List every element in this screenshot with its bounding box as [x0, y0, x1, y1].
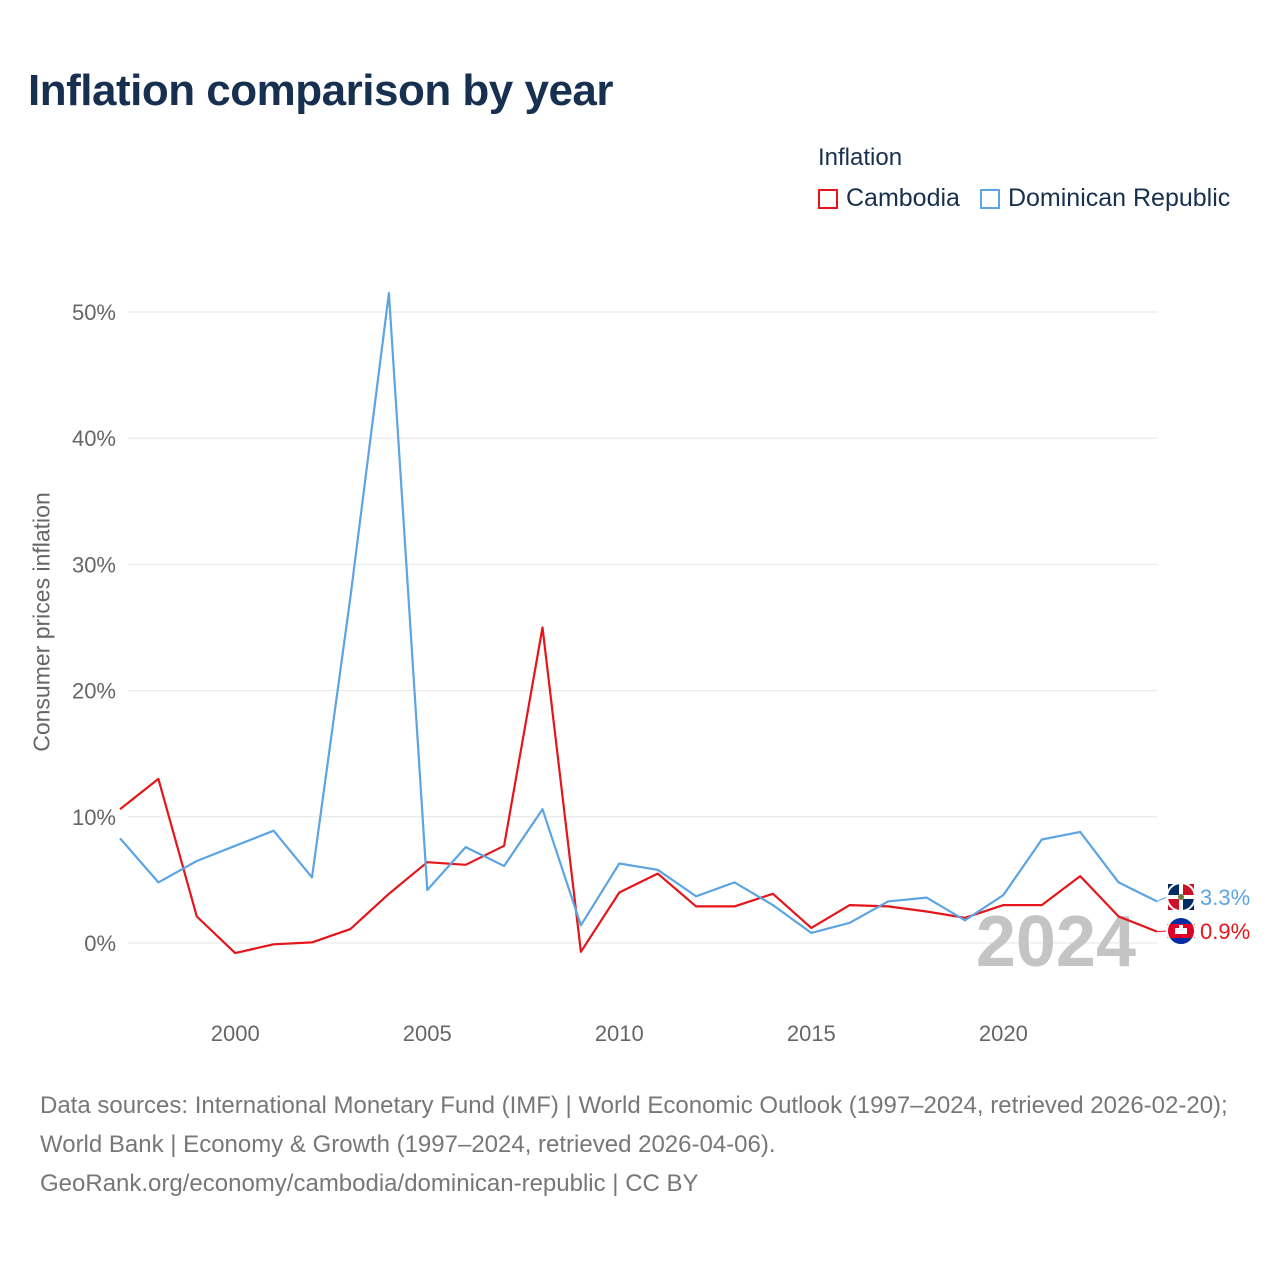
flag-q1 — [1168, 884, 1179, 895]
sources-text: Data sources: International Monetary Fun… — [40, 1092, 1228, 1158]
flag-q3 — [1168, 899, 1179, 910]
current-year-label: 2024 — [976, 902, 1136, 982]
legend-label-dominican-republic: Dominican Republic — [1007, 184, 1231, 212]
y-tick-label: 30% — [72, 552, 116, 577]
legend-label-cambodia: Cambodia — [846, 184, 960, 212]
flag-temple-tower — [1179, 925, 1183, 929]
y-tick-label: 20% — [72, 679, 116, 704]
x-tick-label: 2015 — [787, 1021, 836, 1046]
inflation-chart: 0% 10% 20% 30% 40% 50% 2000 2005 2010 2015 2020 202… — [72, 292, 1250, 1046]
end-connector-cambodia — [1156, 930, 1168, 933]
legend-item-cambodia[interactable]: Cambodia — [818, 184, 960, 213]
flag-ring — [1166, 916, 1196, 946]
y-tick-label: 10% — [72, 805, 116, 830]
flag-q2 — [1183, 884, 1194, 895]
legend-item-dominican-republic[interactable]: Dominican Republic — [979, 184, 1231, 213]
y-tick-label: 50% — [72, 300, 116, 325]
flag-icon-dominican-republic — [1166, 882, 1196, 912]
flag-icon-cambodia — [1166, 916, 1196, 946]
sources-link[interactable]: GeoRank.org/economy/cambodia/dominican-r… — [40, 1170, 699, 1197]
series-line-dominican-republic — [119, 292, 1158, 935]
x-tick-label: 2005 — [403, 1021, 452, 1046]
flag-q4 — [1183, 899, 1194, 910]
x-tick-label: 2010 — [595, 1021, 644, 1046]
flag-temple — [1175, 928, 1187, 934]
legend-title: Inflation — [818, 144, 903, 171]
x-tick-label: 2000 — [211, 1021, 260, 1046]
legend: Inflation Cambodia Dominican Republic — [818, 144, 1230, 213]
chart-title: Inflation comparison by year — [28, 66, 614, 115]
end-connector-dominican-republic — [1156, 896, 1168, 902]
end-value-label-cambodia: 0.9% — [1200, 919, 1250, 944]
legend-swatch-dominican-republic — [979, 188, 1000, 209]
data-sources: Data sources: International Monetary Fun… — [40, 1086, 1250, 1203]
series-line-cambodia — [119, 626, 1158, 955]
legend-swatch-cambodia — [818, 188, 838, 209]
flag-emblem — [1178, 894, 1184, 900]
y-tick-label: 40% — [72, 426, 116, 451]
flag-ring — [1166, 882, 1196, 912]
end-value-label-dominican-republic: 3.3% — [1200, 885, 1250, 910]
y-tick-label: 0% — [84, 931, 116, 956]
x-tick-label: 2020 — [979, 1021, 1028, 1046]
